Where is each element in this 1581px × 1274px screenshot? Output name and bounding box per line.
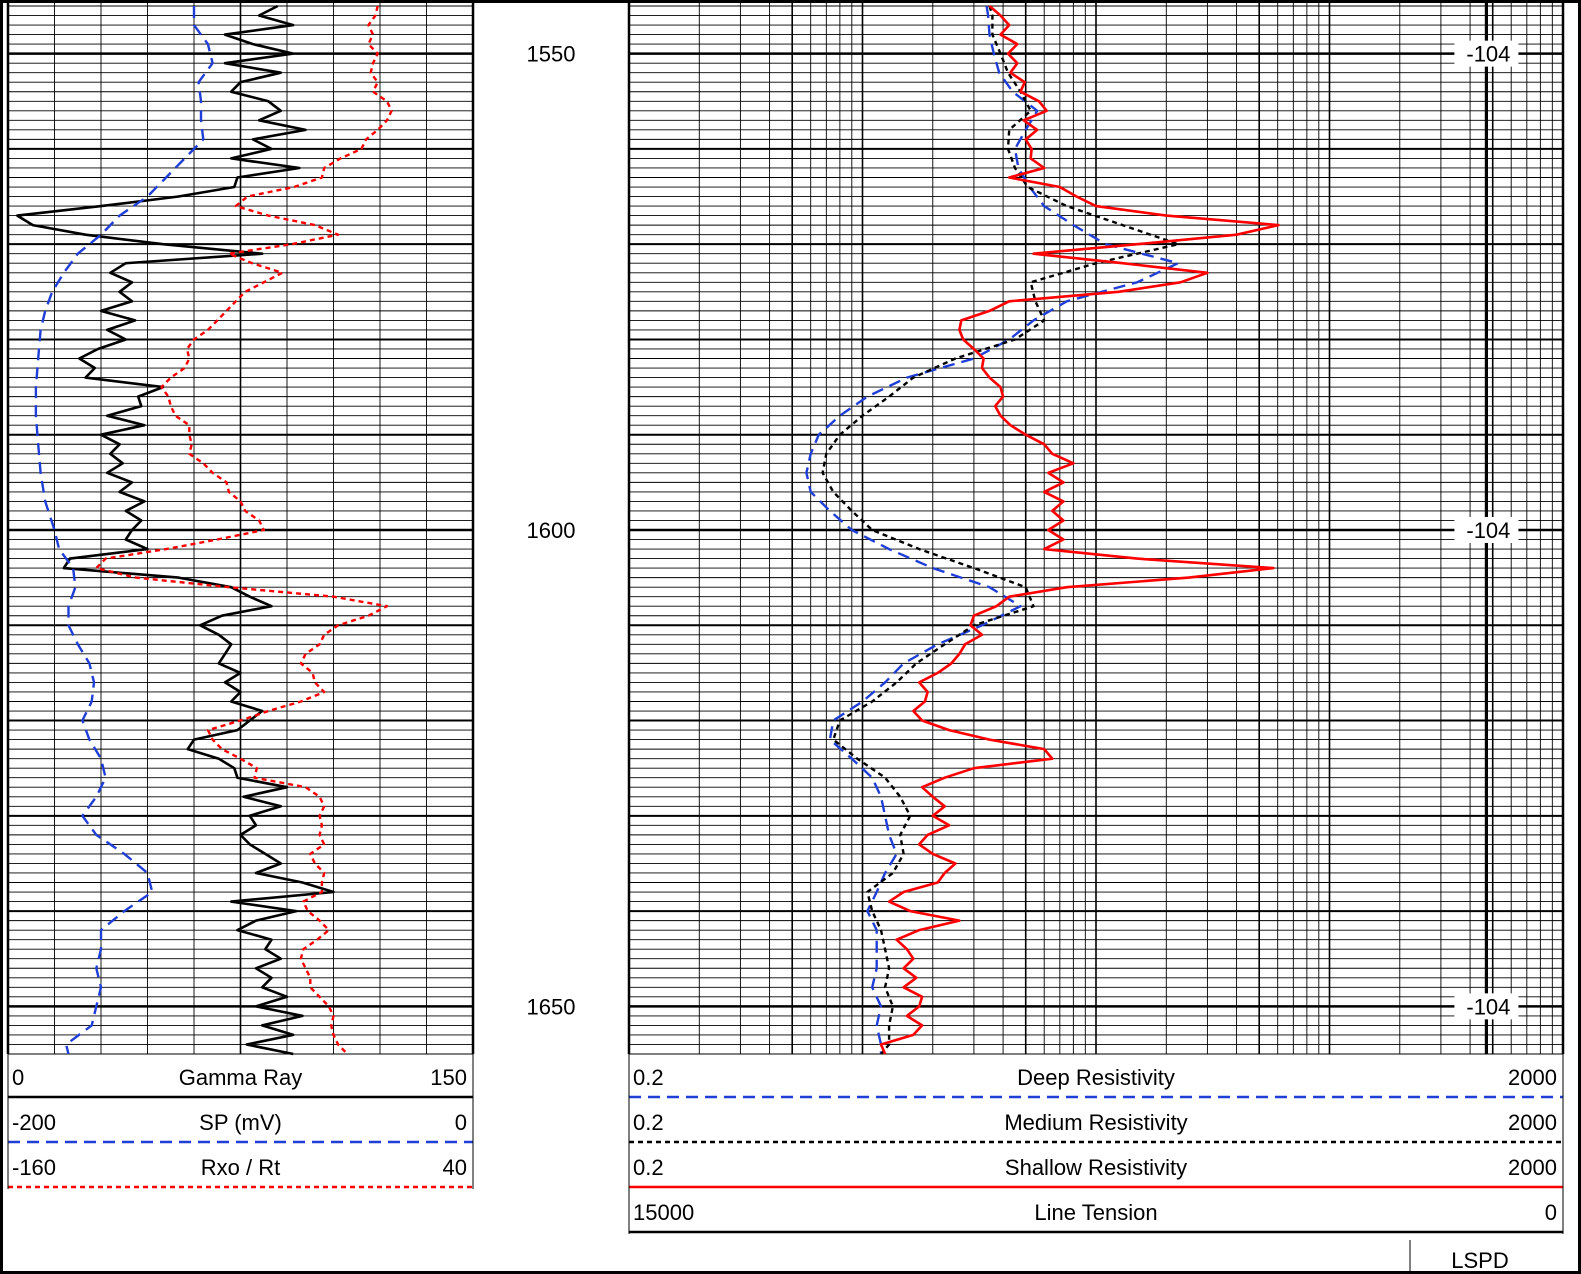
depth-labels: 1550 1600 1650 -104 -104 -104 — [527, 40, 1519, 1020]
grid-layer — [6, 0, 1565, 1055]
track2-scale-left: 0.2 — [633, 1065, 664, 1090]
rxo-rt-curve — [95, 5, 393, 1055]
track1-scale-left: -160 — [12, 1155, 56, 1180]
line-tension-annotation: -104 — [1466, 994, 1510, 1019]
track1-scale-left: -200 — [12, 1110, 56, 1135]
annotation-bg — [1454, 517, 1519, 543]
track2-scale-right: 2000 — [1508, 1155, 1557, 1180]
lspd-label: LSPD — [1451, 1248, 1508, 1273]
track1-scale-right: 40 — [443, 1155, 467, 1180]
track2-scale-name: Medium Resistivity — [1004, 1110, 1187, 1135]
track2-scale-left: 15000 — [633, 1200, 694, 1225]
gamma-ray-curve — [15, 4, 335, 1056]
track2-scale-name: Deep Resistivity — [1017, 1065, 1175, 1090]
track2-scale-left: 0.2 — [633, 1155, 664, 1180]
track2-scale-right: 2000 — [1508, 1110, 1557, 1135]
annotation-bg — [1454, 993, 1519, 1020]
track1-scale-name: SP (mV) — [199, 1110, 282, 1135]
annotation-bg — [1454, 40, 1519, 67]
depth-tick-label: 1600 — [527, 518, 576, 543]
track2-scale-left: 0.2 — [633, 1110, 664, 1135]
track2-scale-name: Line Tension — [1034, 1200, 1157, 1225]
line-tension-annotation: -104 — [1466, 42, 1510, 67]
sp-curve — [34, 6, 214, 1055]
track1-scale-right: 0 — [455, 1110, 467, 1135]
track1-scale-name: Rxo / Rt — [201, 1155, 280, 1180]
depth-tick-label: 1650 — [527, 994, 576, 1019]
shallow-resistivity-curve — [879, 5, 1280, 1055]
depth-tick-label: 1550 — [527, 42, 576, 67]
track2-scale-right: 2000 — [1508, 1065, 1557, 1090]
track1-scale-right: 150 — [430, 1065, 467, 1090]
track1-scale-name: Gamma Ray — [179, 1065, 302, 1090]
track1-scale-left: 0 — [12, 1065, 24, 1090]
track2-scale-right: 0 — [1545, 1200, 1557, 1225]
line-tension-annotation: -104 — [1466, 518, 1510, 543]
scale-legend: 0 Gamma Ray 150 -200 SP (mV) 0 -160 Rxo / Rt 40 0… — [7, 1054, 1564, 1274]
track2-scale-name: Shallow Resistivity — [1005, 1155, 1187, 1180]
